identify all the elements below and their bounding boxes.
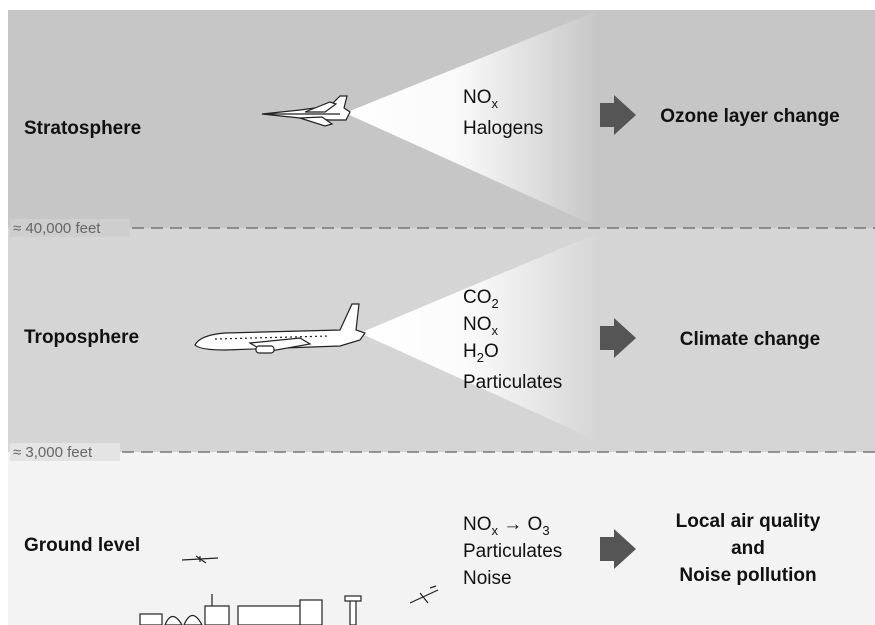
effect: Climate change	[680, 329, 820, 350]
effect: Ozone layer change	[660, 106, 840, 127]
emission-text: Noise	[463, 568, 512, 589]
emission-text: H	[463, 341, 477, 362]
emission-text: Halogens	[463, 118, 543, 139]
emission: NOx	[463, 314, 499, 338]
emission: H2O	[463, 341, 499, 365]
subscript: x	[492, 523, 499, 538]
effect: and	[731, 538, 765, 559]
fighter-jet	[261, 95, 351, 127]
emission: NOx	[463, 87, 499, 111]
layer-name: Stratosphere	[24, 118, 141, 139]
layer-name: Ground level	[24, 535, 140, 556]
subscript: x	[492, 96, 499, 111]
label-bg	[10, 443, 120, 461]
emission-text: → O	[498, 514, 542, 535]
emission-text: NO	[463, 314, 492, 335]
boundary-label: ≈ 40,000 feet	[13, 220, 101, 237]
ground-scene	[139, 555, 439, 625]
effect: Local air quality	[676, 511, 821, 532]
emission-text: Particulates	[463, 541, 562, 562]
layer-name: Troposphere	[24, 327, 139, 348]
emission: Particulates	[463, 541, 562, 562]
emission-cone	[345, 10, 600, 228]
emission-text: CO	[463, 287, 492, 308]
arrow	[600, 529, 636, 569]
arrows	[600, 95, 636, 569]
emission-text: O	[484, 341, 499, 362]
effect: Noise pollution	[679, 565, 816, 586]
ground-band	[8, 452, 875, 625]
subscript: x	[492, 323, 499, 338]
emission-cone	[360, 232, 600, 442]
arrow	[600, 95, 636, 135]
emission: Noise	[463, 568, 512, 589]
subscript: 2	[492, 296, 499, 311]
label-bg	[10, 219, 130, 237]
emission: Halogens	[463, 118, 543, 139]
boundary-label: ≈ 3,000 feet	[13, 444, 93, 461]
subscript: 3	[542, 523, 549, 538]
arrow	[600, 318, 636, 358]
subscript: 2	[477, 350, 484, 365]
airliner	[194, 303, 366, 354]
emission: CO2	[463, 287, 499, 311]
emission: Particulates	[463, 372, 562, 393]
emission-text: Particulates	[463, 372, 562, 393]
emission-text: NO	[463, 87, 492, 108]
emission-text: NO	[463, 514, 492, 535]
emission: NOx → O3	[463, 514, 550, 538]
